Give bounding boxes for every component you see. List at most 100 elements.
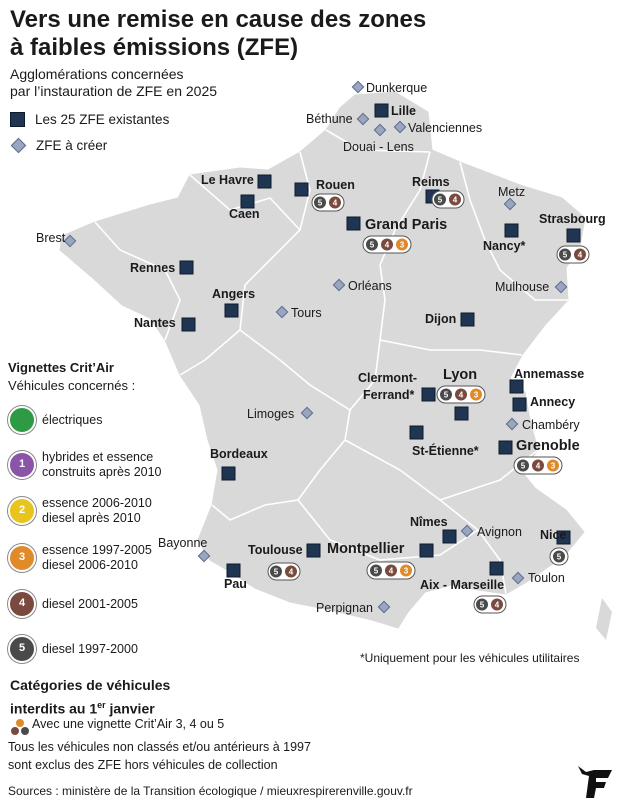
critair-4-icon: 4 <box>8 590 36 618</box>
label-annemasse: Annemasse <box>514 367 584 381</box>
svg-text:4: 4 <box>385 241 390 250</box>
marker-nancy[interactable] <box>504 223 519 238</box>
marker-grenoble[interactable] <box>498 440 513 455</box>
label-lyon: Lyon <box>443 367 477 383</box>
existing-city-labels: Lille Reims Rouen Le Havre Caen Grand Pa… <box>130 104 606 592</box>
marker-dunkerque[interactable] <box>351 80 365 94</box>
diamond-icon <box>10 137 27 154</box>
corsica <box>596 598 612 640</box>
marker-mulhouse[interactable] <box>554 280 568 294</box>
label-nancy: Nancy* <box>483 239 526 253</box>
marker-rouen[interactable] <box>294 182 309 197</box>
label-brest: Brest <box>36 231 66 245</box>
marker-lille[interactable] <box>374 103 389 118</box>
marker-bordeaux[interactable] <box>221 466 236 481</box>
svg-text:4: 4 <box>289 568 294 577</box>
categories-note: Tous les véhicules non classés et/ou ant… <box>8 740 311 772</box>
critair-dots-icon <box>11 719 29 735</box>
label-douai: Douai - Lens <box>343 140 414 154</box>
marker-rennes[interactable] <box>179 260 194 275</box>
label-avignon: Avignon <box>477 525 522 539</box>
svg-text:4: 4 <box>536 462 541 471</box>
label-perpignan: Perpignan <box>316 601 373 615</box>
marker-annecy[interactable] <box>512 397 527 412</box>
svg-text:3: 3 <box>551 462 556 471</box>
label-bordeaux: Bordeaux <box>210 447 268 461</box>
vignette-1: 1 hybrides et essence construits après 20… <box>8 450 162 480</box>
page-title: Vers une remise en cause des zones à fai… <box>10 6 427 61</box>
marker-toulon[interactable] <box>511 571 525 585</box>
marker-nimes[interactable] <box>442 529 457 544</box>
label-clermont-1: Clermont- <box>358 371 417 385</box>
marker-montpellier[interactable] <box>419 543 434 558</box>
label-strasbourg: Strasbourg <box>539 212 606 226</box>
label-chambery: Chambéry <box>522 418 580 432</box>
marker-avignon[interactable] <box>460 524 474 538</box>
label-bethune: Béthune <box>306 112 353 126</box>
svg-text:5: 5 <box>521 462 526 471</box>
marker-clermont[interactable] <box>421 387 436 402</box>
planned-city-labels: Dunkerque Béthune Douai - Lens Valencien… <box>36 81 580 615</box>
marker-bethune[interactable] <box>356 112 370 126</box>
marker-limoges[interactable] <box>300 406 314 420</box>
square-icon <box>10 112 25 127</box>
vignette-electric: électriques <box>8 406 102 434</box>
svg-text:4: 4 <box>459 391 464 400</box>
marker-dijon[interactable] <box>460 312 475 327</box>
label-saint-etienne: St-Étienne* <box>412 443 479 458</box>
svg-text:4: 4 <box>453 196 458 205</box>
marker-caen[interactable] <box>240 194 255 209</box>
label-toulon: Toulon <box>528 571 565 585</box>
legend-to-create: ZFE à créer <box>10 137 107 154</box>
marker-nantes[interactable] <box>181 317 196 332</box>
marker-metz[interactable] <box>503 197 517 211</box>
marker-perpignan[interactable] <box>377 600 391 614</box>
svg-text:5: 5 <box>318 199 323 208</box>
label-dijon: Dijon <box>425 312 456 326</box>
label-valenciennes: Valenciennes <box>408 121 482 135</box>
marker-le-havre[interactable] <box>257 174 272 189</box>
label-grenoble: Grenoble <box>516 438 580 454</box>
marker-valenciennes[interactable] <box>393 120 407 134</box>
critair-badges: 5 4 5 4 5 4 3 5 4 5 4 3 <box>267 190 590 614</box>
marker-lyon[interactable] <box>454 406 469 421</box>
marker-grand-paris[interactable] <box>346 216 361 231</box>
marker-orleans[interactable] <box>332 278 346 292</box>
svg-text:4: 4 <box>578 251 583 260</box>
footnote: *Uniquement pour les véhicules utilitair… <box>360 651 580 665</box>
marker-brest[interactable] <box>63 234 77 248</box>
svg-text:5: 5 <box>557 553 562 562</box>
subtitle: Agglomérations concernées par l’instaura… <box>10 66 218 99</box>
marker-tours[interactable] <box>275 305 289 319</box>
label-orleans: Orléans <box>348 279 392 293</box>
marker-aix-marseille[interactable] <box>489 561 504 576</box>
badges-montpellier: 5 4 3 <box>366 561 416 580</box>
marker-bayonne[interactable] <box>197 549 211 563</box>
marker-nice[interactable] <box>556 530 571 545</box>
label-aix-marseille: Aix - Marseille <box>420 578 504 592</box>
planned-zfe-markers <box>63 80 568 614</box>
svg-text:4: 4 <box>333 199 338 208</box>
marker-angers[interactable] <box>224 303 239 318</box>
label-nice: Nice <box>540 528 566 542</box>
marker-douai[interactable] <box>373 123 387 137</box>
marker-strasbourg[interactable] <box>566 228 581 243</box>
badges-reims: 5 4 <box>431 190 465 209</box>
svg-text:4: 4 <box>389 567 394 576</box>
badges-grand-paris: 5 4 3 <box>362 235 412 254</box>
marker-pau[interactable] <box>226 563 241 578</box>
vignette-4: 4 diesel 2001-2005 <box>8 590 138 618</box>
label-caen: Caen <box>229 207 260 221</box>
label-angers: Angers <box>212 287 255 301</box>
le-figaro-logo-icon <box>578 766 612 798</box>
marker-toulouse[interactable] <box>306 543 321 558</box>
marker-chambery[interactable] <box>505 417 519 431</box>
marker-saint-etienne[interactable] <box>409 425 424 440</box>
critair-5-icon: 5 <box>8 635 36 663</box>
marker-annemasse[interactable] <box>509 379 524 394</box>
badges-strasbourg: 5 4 <box>556 245 590 264</box>
badges-grenoble: 5 4 3 <box>513 456 563 475</box>
svg-text:3: 3 <box>474 391 479 400</box>
svg-text:5: 5 <box>274 568 279 577</box>
